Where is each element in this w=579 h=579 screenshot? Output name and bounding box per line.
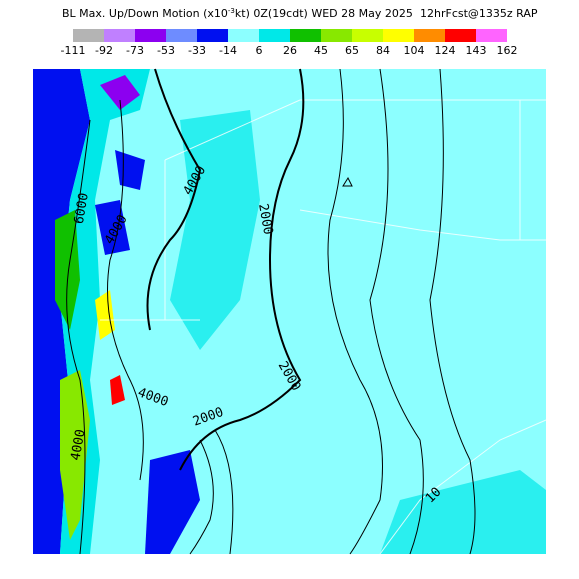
- colorbar-swatch: [228, 29, 259, 42]
- contour-line: [327, 68, 383, 555]
- colorbar-swatch: [476, 29, 507, 42]
- colorbar-swatch: [166, 29, 197, 42]
- contour-label: 6000: [72, 192, 92, 225]
- field-blob: [100, 75, 140, 110]
- colorbar-swatch: [104, 29, 135, 42]
- field-blob: [380, 470, 546, 554]
- title-exponent: -3: [228, 7, 235, 15]
- colorbar-label: -14: [219, 44, 237, 57]
- field-blob: [95, 200, 130, 255]
- field-blob: [115, 150, 145, 190]
- title: BL Max. Up/Down Motion (x10-3kt) 0Z(19cd…: [62, 7, 413, 20]
- border-line: [100, 99, 546, 321]
- colorbar-swatch: [197, 29, 228, 42]
- field-blob: [170, 110, 260, 350]
- colorbar-swatch: [445, 29, 476, 42]
- colorbar-label: 6: [256, 44, 263, 57]
- map: 4000 2000 4000 6000 2000 2000 4000 4000 …: [33, 68, 547, 555]
- colorbar-swatch: [352, 29, 383, 42]
- colorbar-swatch: [383, 29, 414, 42]
- title-text: BL Max. Up/Down Motion (x10: [62, 7, 228, 20]
- contour-line: [342, 176, 353, 187]
- colorbar-label: 162: [497, 44, 518, 57]
- colorbar-label: 65: [345, 44, 359, 57]
- colorbar-label: 143: [466, 44, 487, 57]
- colorbar-label: -73: [126, 44, 144, 57]
- field-blob: [110, 375, 125, 405]
- coastline: [379, 419, 547, 555]
- colorbar-swatch: [414, 29, 445, 42]
- contour-line: [179, 68, 305, 471]
- contour-line: [369, 68, 424, 555]
- state-borders: [100, 99, 547, 555]
- colorbar-label: 45: [314, 44, 328, 57]
- colorbar-label: 26: [283, 44, 297, 57]
- contour-line: [189, 429, 234, 555]
- field-blob: [145, 450, 200, 554]
- field-blob: [33, 69, 90, 554]
- colorbar-swatch: [73, 29, 104, 42]
- colorbar-label: 84: [376, 44, 390, 57]
- contour-label: 2000: [255, 202, 275, 235]
- title-text-end: kt) 0Z(19cdt) WED 28 May 2025: [235, 7, 413, 20]
- colorbar-label: -53: [157, 44, 175, 57]
- colorbar: -111 -92 -73 -53 -33 -14 6 26 45 65 84 104 124 143 162: [61, 29, 518, 57]
- map-background: [33, 69, 546, 554]
- colorbar-swatch: [259, 29, 290, 42]
- colorbar-label: 124: [435, 44, 456, 57]
- colorbar-swatch: [135, 29, 166, 42]
- contour-label: 4000: [68, 428, 88, 461]
- colorbar-swatch: [290, 29, 321, 42]
- colorbar-swatch: [321, 29, 352, 42]
- contours: [66, 68, 476, 555]
- forecast-info: 12hrFcst@1335z RAP: [420, 7, 538, 20]
- colorbar-label: -33: [188, 44, 206, 57]
- colorbar-label: 104: [404, 44, 425, 57]
- contour-line: [429, 68, 476, 555]
- contour-line: [146, 68, 202, 331]
- colorbar-label: -111: [61, 44, 86, 57]
- colorbar-label: -92: [95, 44, 113, 57]
- field-blob: [60, 370, 90, 540]
- contour-line: [107, 99, 144, 481]
- field-blob: [95, 290, 115, 340]
- contour-line: [66, 119, 91, 555]
